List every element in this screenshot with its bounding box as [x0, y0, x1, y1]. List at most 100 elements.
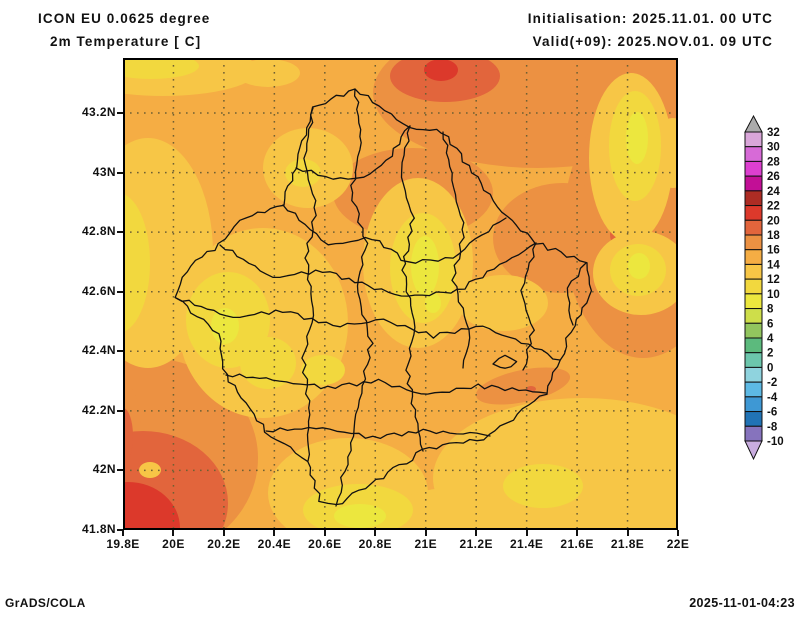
y-tick-label: 42N [92, 462, 116, 477]
colorbar-tick-label: 24 [767, 186, 780, 198]
model-title: ICON EU 0.0625 degree [38, 11, 211, 26]
colorbar-segment [744, 263, 763, 280]
colorbar-over-arrow [744, 114, 763, 133]
y-tick-mark [117, 529, 123, 531]
colorbar-tick-label: 18 [767, 230, 780, 242]
colorbar-under-arrow [744, 440, 763, 461]
colorbar-tick-label: -2 [767, 377, 777, 389]
x-tick-label: 21.8E [610, 537, 645, 551]
boundary-line [265, 426, 491, 440]
colorbar-tick-label: 10 [767, 289, 780, 301]
y-tick-label: 41.8N [81, 522, 116, 536]
colorbar-segment [744, 190, 763, 207]
colorbar-tick-label: -6 [767, 407, 777, 419]
x-tick-label: 19.8E [106, 537, 140, 551]
colorbar-segment [744, 396, 763, 413]
colorbar-segment [744, 175, 763, 192]
variable-title: 2m Temperature [ C] [50, 34, 202, 49]
x-tick-mark [525, 530, 528, 536]
y-tick-mark [117, 112, 123, 114]
colorbar-segment [744, 352, 763, 368]
x-tick-label: 20E [162, 537, 185, 551]
x-tick-mark [424, 530, 427, 536]
temperature-field-canvas [123, 58, 678, 530]
y-tick-label: 42.4N [81, 343, 116, 358]
kosovo-municipal-boundaries [174, 88, 593, 507]
x-tick-mark [626, 530, 629, 536]
colorbar-tick-label: 0 [767, 362, 773, 374]
x-tick-mark [222, 530, 225, 536]
colorbar-tick-label: 26 [767, 171, 780, 183]
lat-lon-gridlines [123, 58, 678, 530]
temp-band-8-10 [211, 112, 650, 528]
map-plot-area [123, 58, 678, 530]
boundary-line [566, 262, 587, 326]
colorbar-segment [744, 366, 763, 383]
colorbar-tick-label: 32 [767, 127, 780, 139]
x-tick-mark [576, 530, 579, 536]
colorbar-tick-label: 22 [767, 201, 780, 213]
y-tick-label: 42.6N [81, 283, 116, 298]
colorbar-segment [744, 146, 763, 162]
colorbar-segment [744, 205, 763, 221]
plot-frame [123, 58, 678, 530]
y-tick-mark [117, 231, 123, 234]
x-tick-label: 20.6E [308, 537, 342, 551]
colorbar-tick-label: 28 [767, 156, 780, 168]
x-tick-mark [475, 530, 478, 536]
y-tick-label: 42.8N [81, 224, 116, 239]
boundary-line [301, 107, 317, 462]
x-tick-label: 21.6E [560, 537, 594, 551]
colorbar-tick-label: 30 [767, 142, 780, 154]
y-tick-mark [117, 350, 123, 353]
x-tick-label: 21E [414, 537, 437, 551]
time-block: Initialisation: 2025.11.01. 00 UTC Valid… [528, 7, 773, 53]
colorbar-tick-label: -8 [767, 421, 778, 433]
colorbar-segment [744, 234, 763, 251]
x-tick-mark [273, 530, 276, 536]
x-tick-label: 22E [666, 537, 690, 551]
colorbar-tick-label: 14 [767, 259, 780, 271]
y-tick-mark [117, 469, 123, 472]
colorbar-segment [744, 425, 763, 442]
colorbar-segment [744, 411, 763, 427]
colorbar-segment [744, 308, 763, 324]
y-tick-label: 42.2N [81, 402, 116, 417]
grads-credit: GrADS/COLA [5, 596, 86, 610]
boundary-line [400, 125, 424, 452]
initialisation-text: Initialisation: 2025.11.01. 00 UTC [527, 11, 773, 26]
creation-timestamp: 2025-11-01-04:23 [689, 596, 795, 610]
colorbar-tick-label: 16 [767, 245, 780, 257]
boundary-line [225, 373, 547, 395]
temperature-colorbar: 32 30 28 26 24 22 20 18 16 14 12 10 8 6 4 2 0 -2 -4 -6 -8 -10 [742, 114, 800, 466]
boundary-line [175, 297, 561, 361]
y-tick-mark [117, 171, 123, 174]
boundary-line [442, 131, 471, 369]
colorbar-tick-label: -4 [767, 392, 778, 404]
y-tick-label: 43N [92, 164, 116, 179]
colorbar-segment [744, 337, 763, 354]
colorbar-tick-label: 8 [767, 304, 774, 316]
colorbar-tick-label: 20 [767, 215, 780, 227]
colorbar-segment [744, 219, 763, 236]
colorbar-segment [744, 131, 763, 148]
boundary-line [295, 125, 411, 180]
x-tick-mark [374, 530, 377, 536]
colorbar-segment [744, 160, 763, 177]
x-tick-label: 20.4E [257, 537, 292, 551]
x-tick-mark [323, 530, 326, 536]
colorbar-segment [744, 293, 763, 310]
colorbar-segment [744, 381, 763, 398]
boundary-line [492, 354, 518, 369]
colorbar-segment [744, 322, 763, 339]
boundary-line [335, 88, 374, 507]
colorbar-tick-label: 2 [767, 348, 773, 360]
valid-text: Valid(+09): 2025.NOV.01. 09 UTC [532, 34, 773, 49]
colorbar-segment [744, 249, 763, 265]
x-tick-mark [677, 530, 679, 536]
x-tick-mark [172, 530, 175, 536]
colorbar-segment [744, 278, 763, 295]
title-block: ICON EU 0.0625 degree 2m Temperature [ C… [38, 7, 210, 53]
